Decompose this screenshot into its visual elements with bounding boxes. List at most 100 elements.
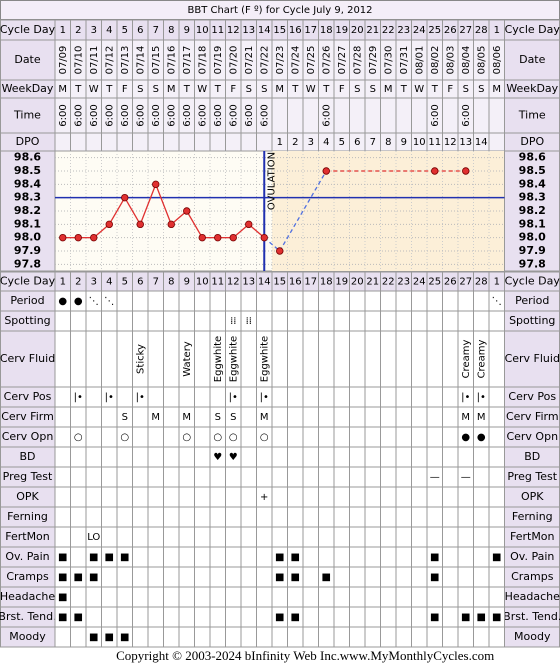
weekdays: M [275, 84, 284, 95]
weekdays: M [492, 84, 501, 95]
row-label: Date [519, 53, 546, 66]
cell [364, 506, 381, 528]
cell [256, 466, 273, 488]
cycle-days: 22 [382, 25, 395, 36]
row-label-cell [504, 330, 560, 388]
cell [287, 586, 304, 608]
cell [302, 330, 319, 388]
cell [209, 586, 226, 608]
cell [349, 466, 366, 488]
cell [147, 586, 164, 608]
cycle-days: 5 [122, 277, 128, 288]
cell [318, 330, 335, 388]
cell [302, 310, 319, 332]
cell [411, 586, 428, 608]
cell [132, 426, 149, 448]
times: 6:00 [120, 104, 131, 126]
cell [426, 506, 443, 528]
cell [287, 406, 304, 428]
dates: 07/10 [73, 46, 84, 75]
cell [380, 626, 397, 648]
cell [240, 426, 257, 448]
temp-point [214, 233, 222, 242]
weekdays: T [431, 84, 439, 95]
cell [364, 97, 381, 134]
cell [488, 330, 505, 388]
cell [395, 606, 412, 628]
dpo: 5 [339, 137, 345, 148]
chart-title: BBT Chart (F º) for Cycle July 9, 2012 [187, 5, 372, 16]
cell [395, 506, 412, 528]
cell [178, 546, 195, 568]
weekdays: F [447, 84, 453, 95]
cell [302, 486, 319, 508]
cell [349, 406, 366, 428]
cell [271, 526, 288, 548]
cell [194, 446, 211, 468]
times: 6:00 [89, 104, 100, 126]
cell [442, 546, 459, 568]
cell [349, 606, 366, 628]
cell [209, 506, 226, 528]
cell [473, 486, 490, 508]
cell [194, 132, 211, 152]
cell [364, 426, 381, 448]
cell [488, 132, 505, 152]
cycle-days: 21 [366, 25, 379, 36]
weekdays: T [74, 84, 82, 95]
cell [380, 426, 397, 448]
cell [457, 526, 474, 548]
cell [101, 506, 118, 528]
cell [194, 426, 211, 448]
cell [395, 486, 412, 508]
cell [178, 506, 195, 528]
cell [271, 330, 288, 388]
cell [163, 446, 180, 468]
cell [287, 426, 304, 448]
dpo: 3 [308, 137, 314, 148]
cell [194, 330, 211, 388]
times: 6:00 [244, 104, 255, 126]
cell [302, 506, 319, 528]
cell [85, 406, 102, 428]
cycle-days: 16 [289, 277, 302, 288]
cell [163, 586, 180, 608]
cell [178, 606, 195, 628]
observation-mark: ○ [74, 432, 83, 443]
times: 6:00 [135, 104, 146, 126]
cell [333, 330, 350, 388]
cell [380, 310, 397, 332]
cycle-days: 13 [242, 277, 255, 288]
y-tick-label: 97.9 [14, 244, 41, 257]
cell [225, 466, 242, 488]
dpo: 8 [385, 137, 391, 148]
cell [163, 566, 180, 588]
cycle-days: 20 [351, 25, 364, 36]
cell [473, 506, 490, 528]
cell [333, 586, 350, 608]
cell [194, 626, 211, 648]
cell [147, 566, 164, 588]
cycle-days: 11 [211, 25, 224, 36]
cell [178, 466, 195, 488]
cell [333, 310, 350, 332]
y-tick-label: 98.0 [14, 231, 41, 244]
observation-mark: |• [229, 392, 238, 403]
cycle-days: 24 [413, 25, 426, 36]
cell [54, 426, 71, 448]
cell [364, 546, 381, 568]
weekdays: M [384, 84, 393, 95]
cell [411, 566, 428, 588]
temp-point [462, 167, 470, 175]
temp-point [260, 233, 268, 242]
cell [442, 606, 459, 628]
cell [411, 526, 428, 548]
dates: 07/31 [399, 46, 410, 75]
observation-mark: ■ [58, 552, 67, 563]
cell [442, 506, 459, 528]
cell [380, 586, 397, 608]
cell [302, 406, 319, 428]
cell [163, 606, 180, 628]
observation-mark: ⋱ [89, 296, 99, 307]
cycle-days: 27 [459, 277, 472, 288]
